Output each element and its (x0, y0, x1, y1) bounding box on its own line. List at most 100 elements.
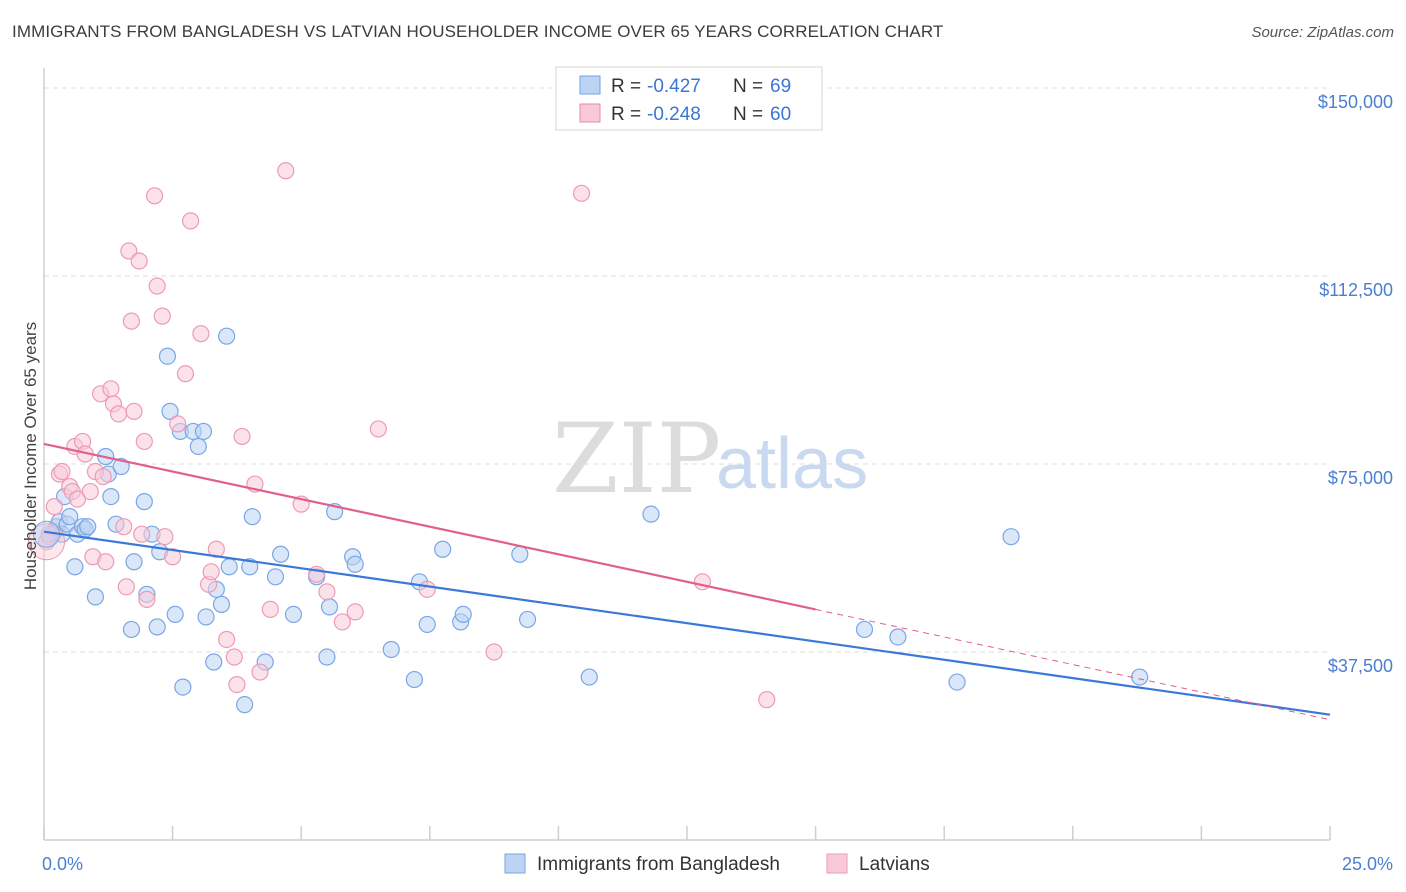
x-tick-labels: 0.0% 25.0% (42, 854, 1393, 874)
legend-r-label: R = (611, 76, 641, 97)
point-bangladesh (580, 668, 598, 686)
point-latvians (102, 380, 120, 398)
point-bangladesh (1131, 668, 1149, 686)
legend-n-value: 60 (770, 104, 791, 125)
point-bangladesh (148, 618, 166, 636)
y-tick-label: $112,500 (1319, 280, 1393, 300)
legend-n-label: N = (733, 104, 763, 125)
data-points (28, 162, 1149, 714)
y-axis-label: Householder Income Over 65 years (21, 322, 40, 590)
point-bangladesh (135, 493, 153, 511)
point-latvians (148, 277, 166, 295)
point-latvians (97, 553, 115, 571)
point-latvians (135, 432, 153, 451)
point-bangladesh (236, 696, 254, 714)
point-latvians (115, 518, 133, 536)
point-bangladesh (889, 628, 907, 646)
point-latvians (169, 415, 187, 433)
point-bangladesh (642, 505, 660, 523)
point-latvians (233, 427, 251, 446)
point-latvians (333, 613, 351, 631)
point-bangladesh (284, 605, 303, 624)
point-bangladesh (174, 678, 192, 696)
point-bangladesh (79, 518, 97, 536)
point-bangladesh (511, 545, 529, 563)
point-bangladesh (454, 605, 472, 624)
point-latvians (130, 252, 148, 270)
point-latvians (176, 365, 195, 383)
point-bangladesh (272, 545, 290, 563)
point-bangladesh (243, 508, 261, 526)
legend-swatch-bangladesh (579, 75, 601, 95)
point-bangladesh (194, 422, 213, 441)
y-tick-label: $75,000 (1328, 468, 1393, 488)
trend-line-bangladesh (43, 530, 1331, 716)
point-bangladesh (197, 608, 215, 626)
point-latvians (251, 663, 269, 681)
point-latvians (202, 563, 220, 581)
bottom-legend-swatch-bangladesh (504, 853, 526, 874)
point-latvians (182, 212, 200, 230)
legend-r-value: -0.427 (647, 76, 701, 97)
point-latvians (53, 462, 71, 481)
point-bangladesh (189, 437, 207, 456)
axes (43, 68, 1331, 841)
point-latvians (218, 630, 236, 649)
point-latvians (164, 548, 182, 566)
point-latvians (228, 675, 246, 694)
point-bangladesh (266, 568, 285, 586)
point-bangladesh (161, 402, 179, 420)
point-bangladesh (948, 673, 966, 691)
point-latvians (133, 525, 151, 543)
point-latvians (45, 498, 63, 516)
watermark: ZIP atlas (552, 403, 868, 515)
point-latvians (261, 600, 279, 618)
point-bangladesh (102, 487, 120, 506)
point-bangladesh (86, 588, 105, 606)
point-bangladesh (112, 457, 130, 476)
point-bangladesh (382, 640, 400, 659)
point-bangladesh (320, 598, 339, 616)
point-bangladesh (855, 620, 874, 639)
watermark-atlas: atlas (716, 424, 868, 504)
point-latvians (346, 603, 364, 621)
point-bangladesh (405, 670, 423, 689)
point-latvians (94, 467, 112, 486)
trend-line-latvians (43, 442, 816, 611)
correlation-legend: R = -0.427 N = 69 R = -0.248 N = 60 (555, 66, 823, 131)
point-bangladesh (518, 610, 537, 629)
y-tick-label: $37,500 (1328, 656, 1393, 676)
point-latvians (277, 162, 295, 180)
point-latvians (572, 184, 591, 202)
point-latvians (318, 583, 336, 601)
point-bangladesh (346, 555, 364, 573)
point-latvians (120, 242, 138, 260)
point-latvians (758, 691, 776, 709)
point-bangladesh (205, 653, 223, 671)
y-tick-label: $150,000 (1318, 92, 1393, 112)
point-bangladesh (125, 553, 143, 571)
bottom-legend-label-bangladesh: Immigrants from Bangladesh (537, 854, 780, 875)
point-bangladesh (218, 327, 236, 345)
point-latvians (117, 578, 135, 596)
point-latvians (68, 490, 87, 508)
point-bangladesh (1002, 528, 1020, 546)
point-bangladesh (166, 605, 184, 624)
bottom-legend-swatch-latvians (826, 853, 848, 874)
point-latvians (225, 648, 243, 666)
point-latvians (153, 307, 171, 325)
point-bangladesh (122, 620, 141, 639)
point-latvians (81, 482, 99, 501)
legend-n-value: 69 (770, 76, 791, 97)
point-latvians (418, 580, 436, 598)
bottom-legend-label-latvians: Latvians (859, 854, 930, 875)
point-latvians (138, 590, 156, 608)
point-bangladesh (220, 558, 238, 576)
point-latvians (122, 312, 141, 330)
y-tick-labels: $37,500 $75,000 $112,500 $150,000 (1318, 92, 1393, 676)
chart-title: IMMIGRANTS FROM BANGLADESH VS LATVIAN HO… (12, 22, 944, 41)
point-bangladesh (241, 558, 259, 576)
point-latvians (125, 402, 143, 420)
series-legend: Immigrants from Bangladesh Latvians (504, 853, 930, 875)
point-latvians (145, 187, 164, 205)
